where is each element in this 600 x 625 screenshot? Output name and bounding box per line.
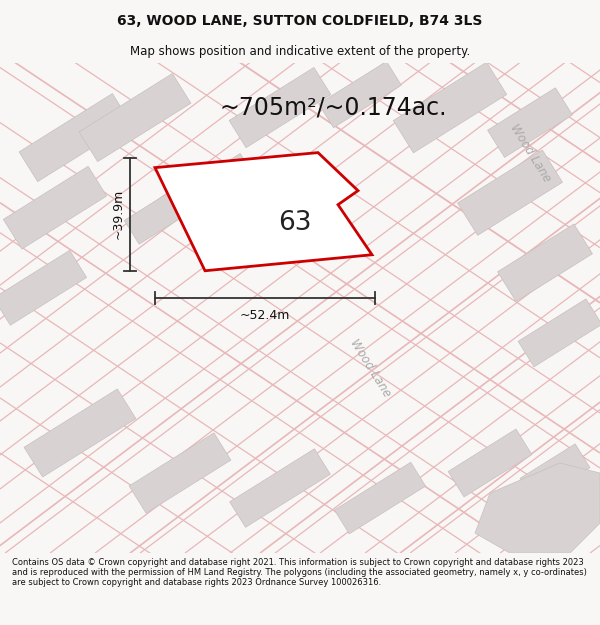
- Polygon shape: [448, 429, 532, 497]
- Polygon shape: [393, 62, 507, 153]
- Text: ~39.9m: ~39.9m: [112, 189, 125, 239]
- Text: Wood Lane: Wood Lane: [507, 121, 553, 184]
- Polygon shape: [334, 462, 425, 534]
- Polygon shape: [4, 166, 107, 249]
- Polygon shape: [230, 449, 331, 528]
- Polygon shape: [229, 68, 331, 148]
- Polygon shape: [488, 88, 572, 158]
- Polygon shape: [19, 94, 131, 182]
- Polygon shape: [129, 433, 231, 513]
- Polygon shape: [124, 191, 186, 244]
- Polygon shape: [458, 150, 562, 236]
- Polygon shape: [185, 154, 255, 212]
- Polygon shape: [319, 61, 401, 127]
- Polygon shape: [518, 299, 600, 367]
- Text: 63, WOOD LANE, SUTTON COLDFIELD, B74 3LS: 63, WOOD LANE, SUTTON COLDFIELD, B74 3LS: [118, 14, 482, 28]
- Text: Map shows position and indicative extent of the property.: Map shows position and indicative extent…: [130, 44, 470, 58]
- Polygon shape: [497, 224, 592, 301]
- Text: ~705m²/~0.174ac.: ~705m²/~0.174ac.: [220, 96, 448, 119]
- Text: Wood Lane: Wood Lane: [347, 336, 393, 399]
- Polygon shape: [520, 444, 590, 502]
- Text: 63: 63: [278, 210, 312, 236]
- Polygon shape: [475, 463, 600, 553]
- Polygon shape: [155, 152, 372, 271]
- Text: ~52.4m: ~52.4m: [240, 309, 290, 322]
- Polygon shape: [79, 74, 191, 162]
- Text: Contains OS data © Crown copyright and database right 2021. This information is : Contains OS data © Crown copyright and d…: [12, 558, 587, 588]
- Polygon shape: [0, 251, 86, 325]
- Polygon shape: [24, 389, 136, 477]
